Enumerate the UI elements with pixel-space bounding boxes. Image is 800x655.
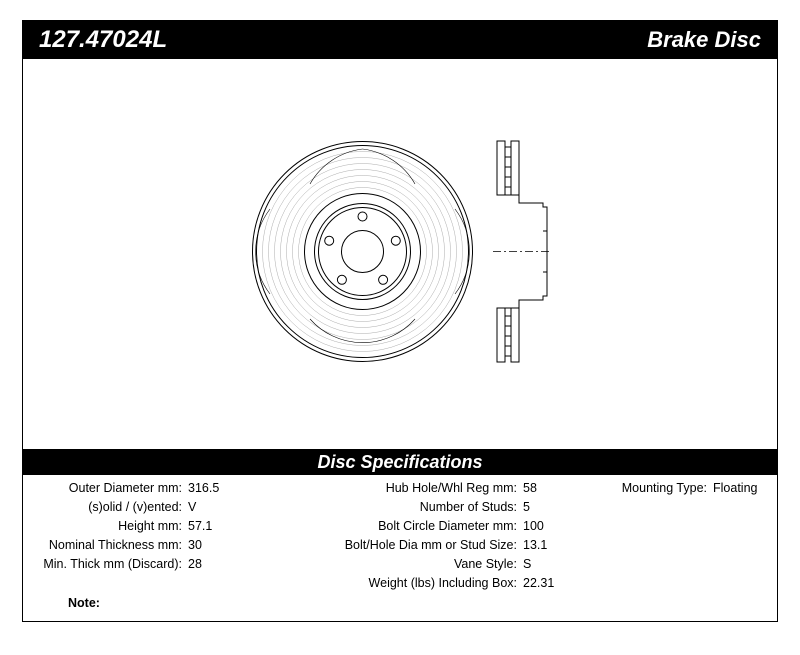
- spec-label: Number of Studs:: [313, 498, 523, 517]
- spec-value: 30: [188, 536, 308, 555]
- spec-row: Weight (lbs) Including Box:22.31: [313, 574, 613, 593]
- spec-label: Height mm:: [23, 517, 188, 536]
- spec-row: Bolt/Hole Dia mm or Stud Size:13.1: [313, 536, 613, 555]
- spec-label: Weight (lbs) Including Box:: [313, 574, 523, 593]
- spec-value: 58: [523, 479, 613, 498]
- spec-value: Floating: [713, 479, 773, 498]
- spec-value: 57.1: [188, 517, 308, 536]
- spec-value: V: [188, 498, 308, 517]
- spec-value: 5: [523, 498, 613, 517]
- spec-label: Bolt Circle Diameter mm:: [313, 517, 523, 536]
- rotor-side-diagram: [493, 139, 551, 364]
- spec-value: 316.5: [188, 479, 308, 498]
- spec-header: Disc Specifications: [23, 449, 777, 475]
- spec-value: 22.31: [523, 574, 613, 593]
- document-frame: 127.47024L Brake Disc: [22, 20, 778, 622]
- spec-row: Height mm:57.1: [23, 517, 313, 536]
- spec-label: Mounting Type:: [613, 479, 713, 498]
- spec-column-1: Outer Diameter mm:316.5 (s)olid / (v)ent…: [23, 479, 313, 574]
- spec-value: 13.1: [523, 536, 613, 555]
- spec-header-text: Disc Specifications: [317, 452, 482, 473]
- spec-row: Nominal Thickness mm:30: [23, 536, 313, 555]
- product-type: Brake Disc: [647, 27, 761, 53]
- spec-value: 100: [523, 517, 613, 536]
- header-bar: 127.47024L Brake Disc: [23, 21, 777, 59]
- rotor-face-diagram: [250, 139, 475, 364]
- spec-row: Vane Style:S: [313, 555, 613, 574]
- spec-row: Mounting Type:Floating: [613, 479, 773, 498]
- spec-row: Hub Hole/Whl Reg mm:58: [313, 479, 613, 498]
- spec-label: Min. Thick mm (Discard):: [23, 555, 188, 574]
- spec-label: Hub Hole/Whl Reg mm:: [313, 479, 523, 498]
- spec-column-3: Mounting Type:Floating: [613, 479, 773, 498]
- spec-label: Outer Diameter mm:: [23, 479, 188, 498]
- spec-column-2: Hub Hole/Whl Reg mm:58 Number of Studs:5…: [313, 479, 613, 593]
- spec-label: Nominal Thickness mm:: [23, 536, 188, 555]
- spec-row: Min. Thick mm (Discard):28: [23, 555, 313, 574]
- spec-value: S: [523, 555, 613, 574]
- spec-label: Bolt/Hole Dia mm or Stud Size:: [313, 536, 523, 555]
- spec-value: 28: [188, 555, 308, 574]
- spec-row: (s)olid / (v)ented:V: [23, 498, 313, 517]
- spec-label: Vane Style:: [313, 555, 523, 574]
- spec-row: Outer Diameter mm:316.5: [23, 479, 313, 498]
- note-label: Note:: [68, 596, 100, 610]
- diagram-area: [23, 81, 777, 421]
- spec-row: Number of Studs:5: [313, 498, 613, 517]
- spec-label: (s)olid / (v)ented:: [23, 498, 188, 517]
- part-number: 127.47024L: [39, 26, 167, 54]
- spec-row: Bolt Circle Diameter mm:100: [313, 517, 613, 536]
